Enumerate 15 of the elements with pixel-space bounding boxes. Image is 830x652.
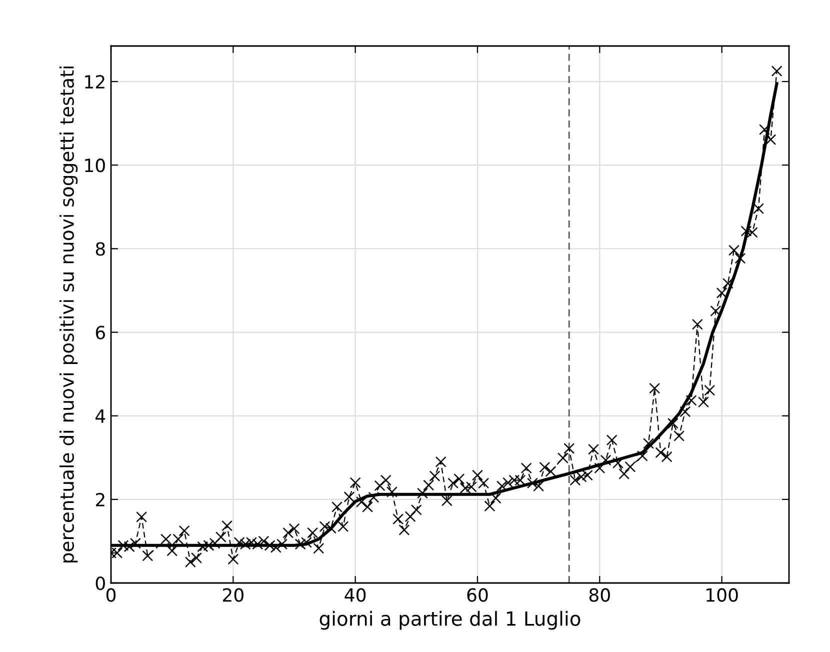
y-tick-label: 8 [96,242,105,256]
x-tick-label: 40 [344,588,366,602]
y-tick-label: 10 [85,158,105,172]
y-tick-label: 2 [96,492,104,506]
x-axis-title: giorni a partire dal 1 Luglio [320,610,580,630]
y-tick-label: 12 [85,74,104,88]
x-tick-label: 80 [589,588,610,602]
x-tick-label: 60 [467,588,488,602]
y-tick-label: 6 [96,326,105,340]
x-tick-label: 0 [106,588,116,602]
x-tick-label: 20 [222,588,244,602]
x-tick-label: 100 [706,588,738,602]
y-axis-title: percentuale di nuovi positivi su nuovi soggetti testati [59,66,78,562]
y-tick-label: 0 [96,576,105,590]
y-tick-label: 4 [96,410,106,423]
